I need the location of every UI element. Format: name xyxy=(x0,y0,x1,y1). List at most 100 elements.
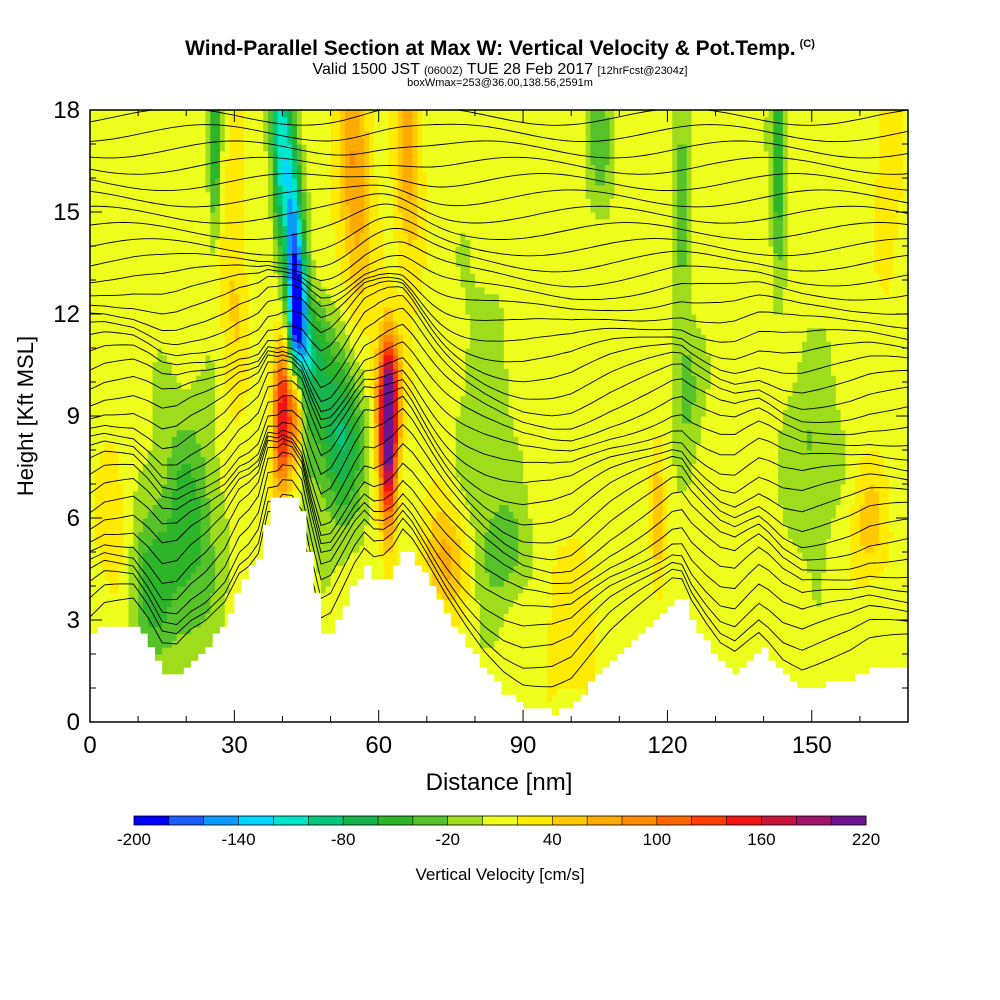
velocity-cell xyxy=(773,171,784,179)
y-tick-label: 3 xyxy=(67,607,80,634)
velocity-cell xyxy=(272,402,279,410)
velocity-cell xyxy=(90,144,207,152)
velocity-cell xyxy=(614,164,673,172)
velocity-cell xyxy=(773,137,784,145)
velocity-cell xyxy=(296,334,303,342)
velocity-cell xyxy=(292,232,298,240)
velocity-cell xyxy=(340,110,346,118)
velocity-cell xyxy=(301,429,308,437)
velocity-cell xyxy=(696,450,779,458)
velocity-cell xyxy=(402,382,413,390)
velocity-cell xyxy=(364,382,370,390)
velocity-cell xyxy=(123,504,134,512)
velocity-cell xyxy=(330,477,341,485)
velocity-cell xyxy=(219,307,231,315)
velocity-cell xyxy=(340,273,351,281)
velocity-cell xyxy=(272,212,279,220)
velocity-cell xyxy=(662,463,678,471)
velocity-cell xyxy=(373,164,389,172)
velocity-cell xyxy=(272,246,279,254)
theta-contour-line xyxy=(90,434,908,574)
velocity-cell xyxy=(609,198,673,206)
velocity-cell xyxy=(166,613,207,621)
velocity-cell xyxy=(768,225,774,233)
velocity-cell xyxy=(176,484,197,492)
velocity-cell xyxy=(426,484,447,492)
velocity-cell xyxy=(609,116,616,125)
velocity-cell xyxy=(402,484,428,492)
velocity-cell xyxy=(219,259,245,267)
velocity-cell xyxy=(229,307,240,315)
velocity-cell xyxy=(499,504,510,512)
velocity-cell xyxy=(397,402,404,410)
velocity-cell xyxy=(393,280,404,288)
forecast-info: [12hrFcst@2304z] xyxy=(597,65,688,77)
velocity-cell xyxy=(677,252,688,261)
velocity-cell xyxy=(330,443,341,451)
theta-contour-line xyxy=(90,286,908,383)
velocity-cell xyxy=(826,334,908,342)
velocity-cell xyxy=(672,239,678,247)
velocity-cell xyxy=(373,354,380,363)
velocity-cell xyxy=(523,477,649,485)
velocity-cell xyxy=(686,218,693,227)
velocity-cell xyxy=(210,116,221,125)
velocity-cell xyxy=(417,144,423,152)
velocity-cell xyxy=(508,572,534,580)
velocity-cell xyxy=(393,463,399,471)
velocity-cell xyxy=(595,620,908,628)
velocity-cell xyxy=(90,252,221,261)
velocity-cell xyxy=(292,416,298,424)
velocity-cell xyxy=(364,110,375,118)
velocity-cell xyxy=(128,565,139,573)
velocity-cell xyxy=(349,402,356,410)
velocity-cell xyxy=(311,273,317,281)
velocity-cell xyxy=(369,477,375,485)
velocity-cell xyxy=(508,388,673,397)
velocity-cell xyxy=(243,266,274,274)
velocity-cell xyxy=(345,368,351,376)
velocity-cell xyxy=(831,348,908,356)
velocity-cell xyxy=(287,354,293,363)
velocity-cell xyxy=(845,477,856,485)
velocity-cell xyxy=(296,252,303,261)
velocity-cell xyxy=(277,198,284,206)
velocity-cell xyxy=(90,565,106,573)
velocity-cell xyxy=(787,218,875,227)
velocity-cell xyxy=(287,368,293,376)
velocity-cell xyxy=(547,654,596,662)
velocity-cell xyxy=(465,361,505,369)
velocity-cell xyxy=(306,463,327,471)
velocity-cell xyxy=(768,218,774,227)
velocity-cell xyxy=(123,524,134,533)
velocity-cell xyxy=(306,286,312,295)
velocity-cell xyxy=(200,368,216,376)
velocity-cell xyxy=(383,531,394,539)
velocity-cell xyxy=(287,232,293,240)
velocity-cell xyxy=(224,382,250,390)
velocity-cell xyxy=(768,150,774,159)
colorbar-swatch xyxy=(168,816,205,825)
velocity-cell xyxy=(287,477,293,485)
velocity-cell xyxy=(474,579,490,587)
velocity-cell xyxy=(547,681,596,689)
velocity-cell xyxy=(691,164,770,172)
velocity-cell xyxy=(301,524,365,533)
velocity-cell xyxy=(90,334,226,342)
velocity-cell xyxy=(330,456,351,465)
velocity-cell xyxy=(778,470,847,478)
velocity-cell xyxy=(667,484,678,492)
velocity-cell xyxy=(402,273,423,281)
velocity-cell xyxy=(239,320,250,329)
velocity-cell xyxy=(672,395,683,403)
velocity-cell xyxy=(282,246,288,254)
velocity-cell xyxy=(268,490,274,499)
velocity-cell xyxy=(378,484,385,492)
velocity-cell xyxy=(672,450,697,458)
velocity-cell xyxy=(90,273,221,281)
velocity-cell xyxy=(306,422,327,431)
velocity-cell xyxy=(215,572,231,580)
velocity-cell xyxy=(691,286,774,295)
velocity-cell xyxy=(248,307,284,315)
